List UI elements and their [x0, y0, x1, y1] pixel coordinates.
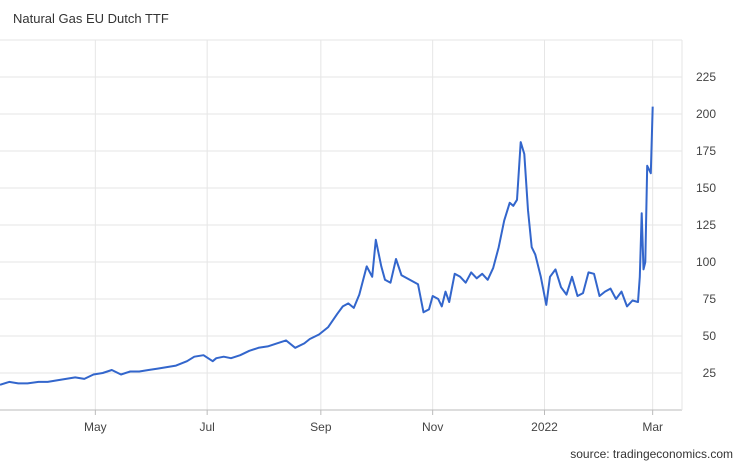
chart-grid [0, 39, 682, 410]
y-tick-label: 150 [696, 181, 716, 195]
y-tick-label: 75 [703, 292, 717, 306]
y-tick-label: 225 [696, 70, 716, 84]
y-tick-label: 175 [696, 144, 716, 158]
series-line-0 [0, 106, 654, 386]
x-tick-label: Mar [642, 420, 663, 434]
y-tick-label: 200 [696, 107, 716, 121]
y-tick-label: 25 [703, 366, 717, 380]
chart-series [0, 106, 654, 386]
source-label: source: tradingeconomics.com [570, 447, 733, 461]
y-tick-label: 100 [696, 255, 716, 269]
x-tick-label: 2022 [531, 420, 558, 434]
x-tick-label: Jul [199, 420, 214, 434]
x-tick-label: Nov [422, 420, 443, 434]
x-tick-label: Sep [310, 420, 332, 434]
chart-axes: 25 50 75 100 125 150 175 200 225 May Jul Sep Nov 2022… [0, 40, 716, 434]
y-tick-label: 50 [703, 329, 717, 343]
y-tick-label: 125 [696, 218, 716, 232]
chart-title: Natural Gas EU Dutch TTF [13, 11, 169, 26]
x-tick-label: May [84, 420, 107, 434]
